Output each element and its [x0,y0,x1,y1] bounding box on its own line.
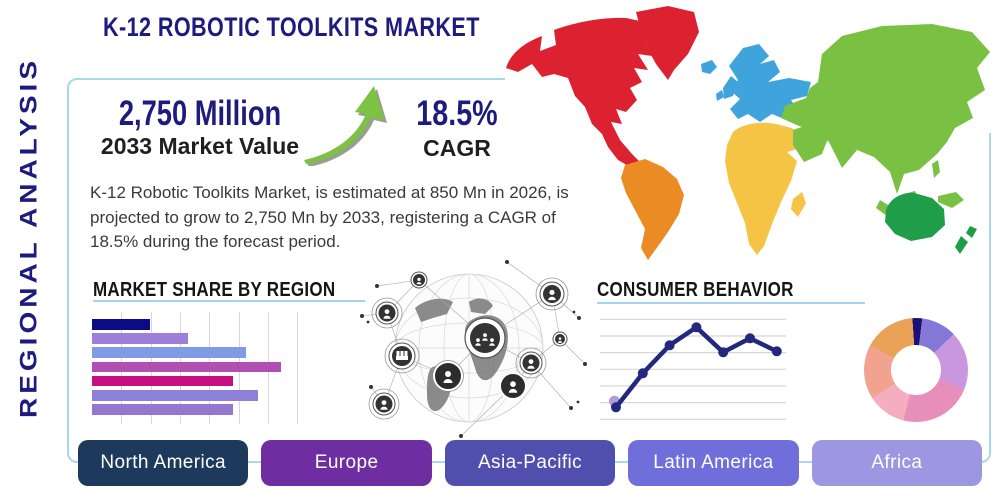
bar [92,404,234,415]
market-value-caption: 2033 Market Value [100,133,300,159]
bar [92,361,282,373]
consumer-behavior-underline [597,302,865,304]
cagr-caption: CAGR [423,135,491,161]
growth-arrow-icon [304,86,387,166]
bar [92,319,151,330]
data-point [745,333,755,344]
region-buttons-row: North America Europe Asia-Pacific Latin Ame… [78,440,983,486]
data-point [637,368,648,379]
donut-hole [891,345,941,395]
region-button-latin-america[interactable]: Latin America [628,440,799,486]
page-title: K-12 ROBOTIC TOOLKITS MARKET [103,12,480,42]
region-button-asia-pacific[interactable]: Asia-Pacific [444,440,616,486]
bar [92,375,234,387]
cagr-value: 18.5% [416,94,498,133]
region-button-north-america[interactable]: North America [78,440,249,486]
bar [92,333,188,344]
data-point [718,347,729,358]
data-point [611,402,621,413]
bar-gridline [297,312,299,424]
world-map-graphic [506,6,990,260]
description-text: K-12 Robotic Toolkits Market, is estimat… [90,183,569,252]
bar [92,390,259,401]
market-share-bar-chart [92,312,302,424]
region-button-africa[interactable]: Africa [811,440,983,486]
globe-network-graphic [360,260,587,438]
bar [92,347,246,358]
sidebar-vertical-label: REGIONAL ANALYSIS [15,56,42,418]
data-point [664,340,675,351]
data-point [771,346,782,357]
donut-chart [864,318,968,422]
market-share-underline [93,300,365,302]
consumer-behavior-heading: CONSUMER BEHAVIOR [597,279,794,301]
region-button-europe[interactable]: Europe [261,440,432,486]
market-share-heading: MARKET SHARE BY REGION [93,279,336,301]
data-point [691,322,702,333]
market-value: 2,750 Million [118,94,282,133]
consumer-behavior-line-chart [600,318,786,420]
